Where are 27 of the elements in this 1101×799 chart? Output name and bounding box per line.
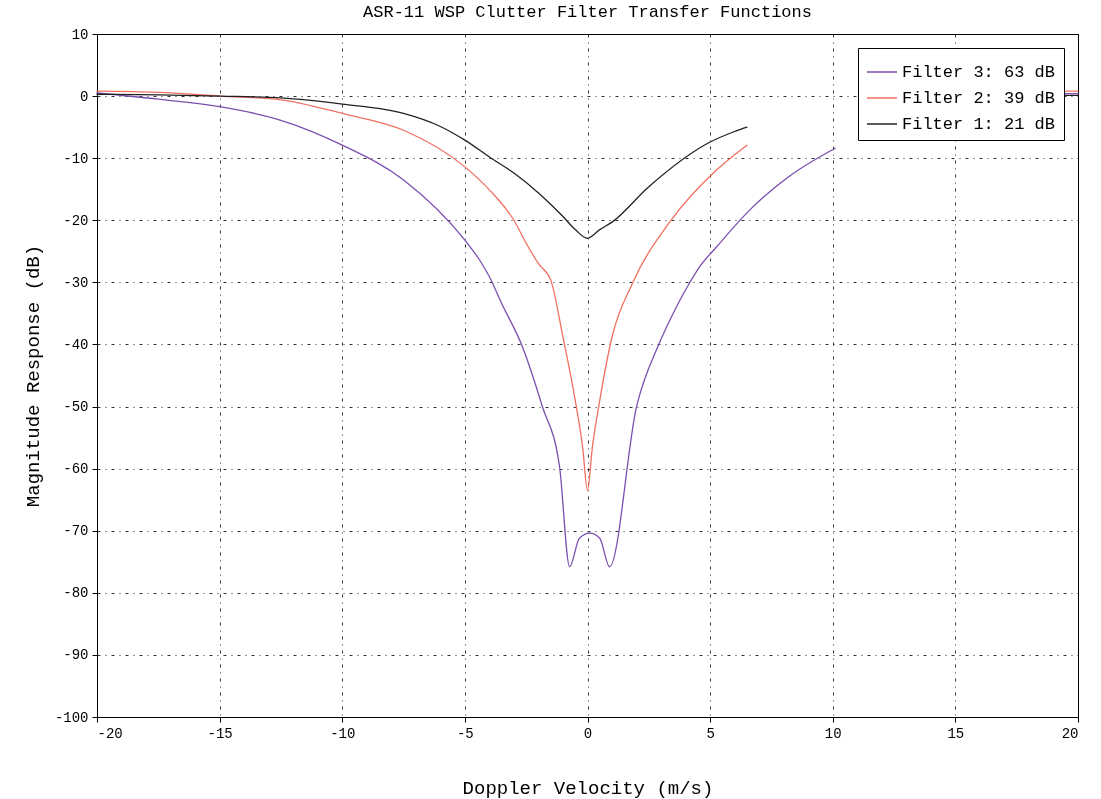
x-tick-label: -10 (330, 725, 356, 742)
y-tick-label: -50 (63, 399, 89, 416)
y-tick-label: 10 (71, 26, 89, 43)
x-axis-title: Doppler Velocity (m/s) (462, 777, 714, 799)
x-tick-label: 10 (824, 725, 842, 742)
y-tick-label: 0 (80, 88, 89, 105)
y-tick-label: -90 (63, 647, 89, 664)
legend-label: Filter 1: 21 dB (902, 115, 1056, 134)
legend-label: Filter 3: 63 dB (902, 63, 1056, 82)
x-tick-label: -5 (456, 725, 474, 742)
y-tick-label: -10 (63, 150, 89, 167)
x-tick-label: -20 (97, 725, 123, 742)
x-tick-label: -15 (207, 725, 233, 742)
y-axis-title: Magnitude Response (dB) (22, 244, 45, 508)
x-tick-label: 0 (583, 725, 593, 742)
x-tick-label: 15 (947, 725, 965, 742)
y-tick-label: -60 (63, 461, 89, 478)
y-tick-label: -40 (63, 336, 89, 353)
chart-title: ASR-11 WSP Clutter Filter Transfer Functions (363, 3, 812, 22)
y-tick-label: -30 (63, 274, 89, 291)
y-tick-label: -100 (54, 709, 89, 726)
y-tick-label: -70 (63, 523, 89, 540)
x-tick-label: 5 (706, 725, 715, 742)
legend-label: Filter 2: 39 dB (902, 89, 1056, 108)
y-tick-label: -80 (63, 585, 89, 602)
y-tick-label: -20 (63, 212, 89, 229)
x-tick-label: 20 (1061, 725, 1079, 742)
